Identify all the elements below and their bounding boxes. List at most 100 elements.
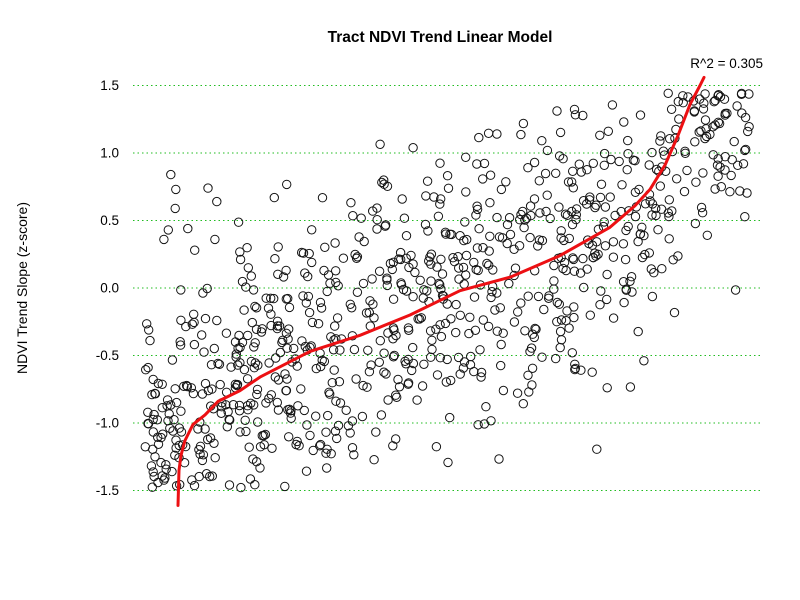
scatter-point	[710, 184, 720, 194]
scatter-point	[469, 292, 480, 302]
scatter-point	[271, 353, 281, 363]
scatter-point	[399, 213, 410, 223]
scatter-point	[698, 168, 708, 178]
scatter-point	[443, 183, 454, 194]
scatter-point	[175, 340, 186, 350]
scatter-point	[475, 345, 485, 355]
scatter-point	[479, 419, 490, 429]
scatter-point	[361, 308, 372, 318]
scatter-point	[280, 369, 290, 379]
scatter-point	[524, 387, 534, 397]
scatter-point	[259, 440, 269, 450]
scatter-point	[509, 270, 519, 281]
scatter-point	[397, 194, 407, 204]
scatter-point	[696, 126, 706, 136]
scatter-point	[364, 307, 374, 318]
scatter-point	[300, 268, 310, 278]
scatter-point	[335, 345, 345, 355]
scatter-point	[437, 269, 448, 279]
scatter-point	[162, 401, 172, 411]
scatter-point	[587, 367, 597, 377]
scatter-point	[143, 419, 154, 429]
scatter-point	[198, 450, 209, 460]
scatter-point	[379, 348, 389, 358]
scatter-point	[242, 401, 253, 411]
scatter-point	[414, 314, 425, 324]
scatter-point	[166, 400, 176, 410]
scatter-point	[148, 427, 159, 437]
scatter-point	[744, 89, 754, 99]
scatter-point	[435, 158, 445, 168]
scatter-point	[233, 343, 243, 353]
scatter-point	[315, 297, 326, 308]
scatter-point	[502, 219, 513, 230]
scatter-point	[261, 398, 271, 408]
scatter-point	[427, 344, 437, 355]
scatter-point	[461, 152, 471, 163]
scatter-point	[568, 254, 579, 265]
scatter-point	[228, 400, 239, 410]
scatter-point	[282, 374, 292, 384]
chart-title: Tract NDVI Trend Linear Model	[328, 29, 553, 46]
scatter-point	[391, 434, 401, 444]
scatter-point	[281, 385, 292, 396]
scatter-point	[331, 266, 341, 276]
scatter-point	[472, 243, 483, 253]
scatter-point	[200, 378, 211, 389]
scatter-point	[647, 291, 658, 302]
scatter-point	[391, 390, 401, 400]
scatter-point	[585, 310, 595, 320]
scatter-point	[494, 232, 505, 242]
scatter-point	[334, 377, 345, 387]
scatter-point	[283, 334, 293, 344]
scatter-point	[715, 92, 726, 102]
scatter-point	[401, 231, 412, 241]
scatter-point	[303, 291, 314, 302]
scatter-point	[552, 297, 562, 308]
trend-line	[176, 75, 706, 507]
scatter-point	[264, 358, 274, 368]
scatter-point	[197, 389, 208, 399]
scatter-point	[554, 299, 564, 309]
scatter-point	[442, 171, 453, 181]
scatter-point	[425, 326, 436, 336]
scatter-point	[159, 234, 169, 245]
scatter-point	[617, 180, 627, 190]
scatter-point	[562, 306, 572, 316]
y-axis-title: NDVI Trend Slope (z-score)	[14, 202, 30, 374]
scatter-point	[224, 480, 235, 490]
scatter-point	[383, 328, 393, 338]
scatter-point	[510, 263, 521, 273]
scatter-point	[189, 317, 199, 328]
scatter-point	[525, 201, 536, 211]
scatter-point	[640, 199, 651, 209]
scatter-point	[498, 328, 508, 338]
scatter-point	[530, 323, 540, 334]
scatter-point	[421, 191, 431, 201]
scatter-point	[169, 415, 179, 425]
scatter-point	[371, 427, 381, 437]
scatter-point	[647, 199, 658, 209]
scatter-point	[284, 302, 295, 313]
scatter-point	[278, 272, 289, 282]
scatter-point	[446, 375, 456, 386]
scatter-point	[188, 388, 199, 399]
scatter-point	[207, 471, 218, 481]
scatter-point	[460, 217, 470, 227]
scatter-point	[289, 343, 299, 354]
scatter-point	[502, 238, 512, 249]
scatter-point	[655, 181, 665, 191]
scatter-point	[266, 293, 276, 303]
scatter-point	[634, 184, 644, 195]
scatter-point	[516, 129, 526, 140]
scatter-point	[735, 186, 745, 196]
scatter-point	[549, 260, 559, 271]
scatter-point	[623, 149, 633, 159]
scatter-point	[182, 381, 193, 392]
scatter-point	[322, 463, 332, 473]
scatter-point	[663, 208, 673, 218]
scatter-point	[347, 303, 357, 313]
scatter-point	[574, 159, 584, 169]
scatter-point	[158, 429, 168, 439]
scatter-point	[319, 356, 330, 367]
